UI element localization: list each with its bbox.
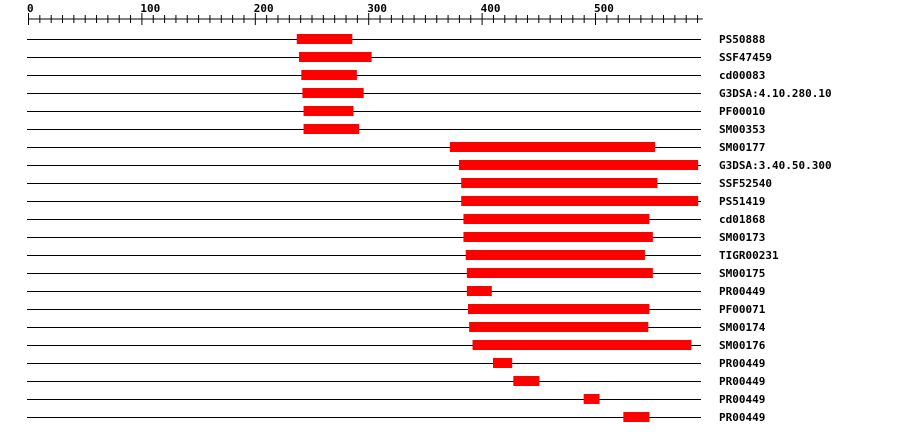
- track-label: SM00353: [719, 123, 765, 136]
- track-label: SM00175: [719, 267, 765, 280]
- domain-bar: [461, 196, 699, 206]
- domain-bar: [583, 394, 600, 404]
- track-label: G3DSA:4.10.280.10: [719, 87, 832, 100]
- domain-bar: [449, 142, 656, 152]
- track-label: TIGR00231: [719, 249, 779, 262]
- track-label: PR00449: [719, 393, 765, 406]
- track-label: SM00176: [719, 339, 766, 352]
- axis-tick-label: 400: [481, 2, 501, 15]
- track-label: cd00083: [719, 69, 765, 82]
- axis-tick-label: 500: [594, 2, 614, 15]
- track-label: SM00177: [719, 141, 765, 154]
- domain-bar: [466, 286, 492, 296]
- track-label: PR00449: [719, 285, 765, 298]
- domain-bar: [469, 322, 649, 332]
- domain-bar: [303, 124, 360, 134]
- domain-bar: [299, 52, 372, 62]
- domain-bar: [472, 340, 692, 350]
- track-label: SM00173: [719, 231, 765, 244]
- track-label: PF00010: [719, 105, 765, 118]
- axis-tick-label: 300: [367, 2, 387, 15]
- domain-bar: [303, 106, 354, 116]
- domain-bar: [623, 412, 650, 422]
- domain-bar: [301, 70, 357, 80]
- domain-bar: [296, 34, 353, 44]
- domain-bar: [513, 376, 540, 386]
- domain-bar: [465, 250, 645, 260]
- axis-tick-label: 100: [140, 2, 160, 15]
- axis-tick-label: 0: [27, 2, 34, 15]
- domain-bar: [492, 358, 513, 368]
- domain-bar: [458, 160, 699, 170]
- domain-bar: [302, 88, 364, 98]
- track-label: cd01868: [719, 213, 765, 226]
- domain-bar: [461, 178, 658, 188]
- track-label: SSF52540: [719, 177, 772, 190]
- track-label: SSF47459: [719, 51, 772, 64]
- track-label: G3DSA:3.40.50.300: [719, 159, 832, 172]
- track-label: PR00449: [719, 357, 765, 370]
- track-label: PR00449: [719, 375, 765, 388]
- domain-bar: [466, 268, 653, 278]
- track-label: PS51419: [719, 195, 765, 208]
- track-label: PF00071: [719, 303, 766, 316]
- track-label: PR00449: [719, 411, 765, 424]
- domain-bar: [463, 232, 653, 242]
- track-label: PS50888: [719, 33, 765, 46]
- domain-bar: [463, 214, 650, 224]
- domain-bar: [467, 304, 650, 314]
- axis-tick-label: 200: [254, 2, 274, 15]
- track-label: SM00174: [719, 321, 766, 334]
